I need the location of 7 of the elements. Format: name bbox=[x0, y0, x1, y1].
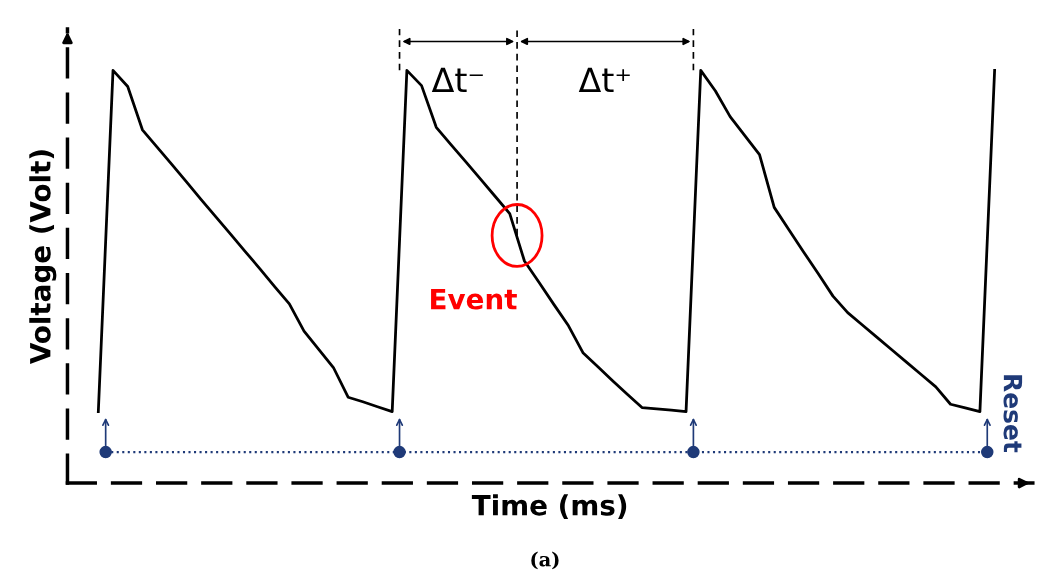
y-axis-title: Voltage (Volt) bbox=[29, 150, 57, 365]
annotation: Δt⁺ bbox=[578, 67, 630, 92]
text: (a) bbox=[531, 551, 559, 570]
text: Reset bbox=[1003, 375, 1023, 453]
annotation: Event bbox=[431, 288, 517, 310]
annotation: Δt⁻ bbox=[431, 67, 483, 92]
x-axis-title: Time (ms) bbox=[471, 494, 627, 519]
